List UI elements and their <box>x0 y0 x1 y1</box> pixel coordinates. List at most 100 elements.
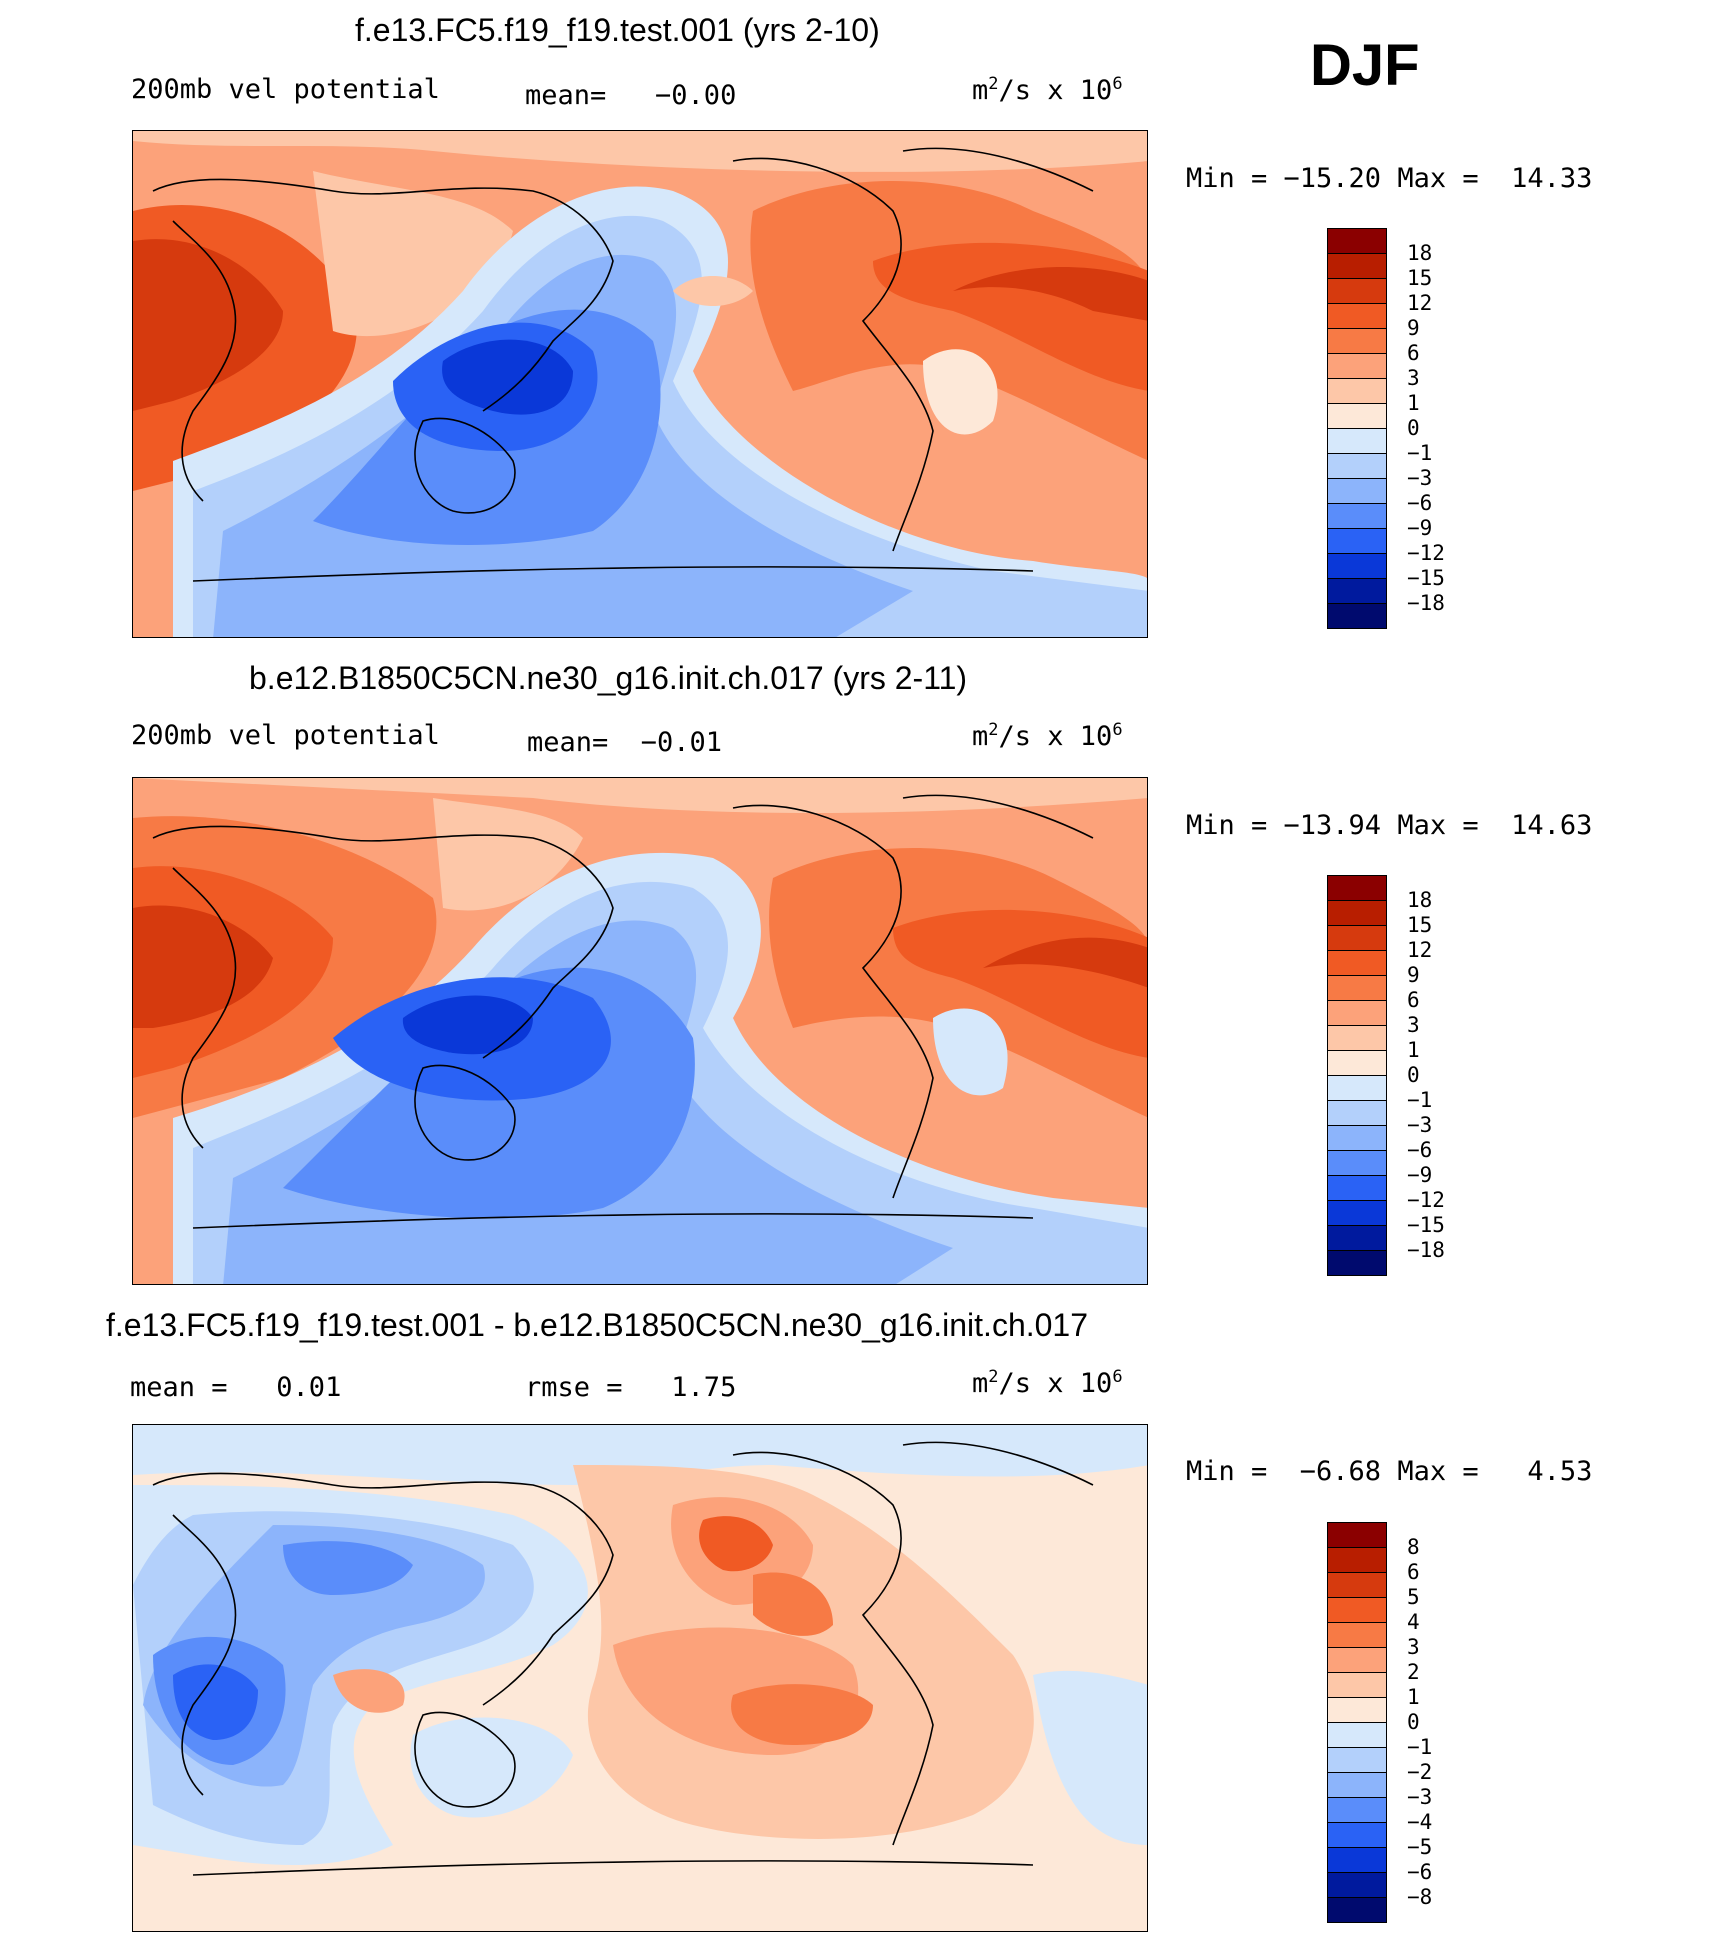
colorbar-swatch <box>1327 478 1387 503</box>
colorbar-swatch <box>1327 403 1387 428</box>
colorbar-tick-label: −15 <box>1407 566 1445 590</box>
colorbar-swatch <box>1327 528 1387 553</box>
panel-1-units: m2/s x 106 <box>972 74 1123 106</box>
colorbar-swatch <box>1327 1547 1387 1572</box>
colorbar-tick-label: 1 <box>1407 1038 1420 1062</box>
colorbar-swatch <box>1327 1522 1387 1547</box>
colorbar-tick-label: −18 <box>1407 1238 1445 1262</box>
colorbar-swatch <box>1327 1772 1387 1797</box>
colorbar-swatch <box>1327 1897 1387 1922</box>
colorbar-tick-label: 15 <box>1407 266 1433 290</box>
panel-2-map <box>132 777 1148 1285</box>
colorbar-swatch <box>1327 1075 1387 1100</box>
colorbar-tick-label: 3 <box>1407 1635 1420 1659</box>
colorbar-swatch <box>1327 428 1387 453</box>
colorbar-swatch <box>1327 1050 1387 1075</box>
colorbar-tick-label: 2 <box>1407 1660 1420 1684</box>
colorbar-tick-label: 1 <box>1407 391 1420 415</box>
colorbar-tick-label: 12 <box>1407 291 1433 315</box>
panel-3-minmax: Min = −6.68 Max = 4.53 <box>1186 1456 1593 1487</box>
colorbar-tick-label: −18 <box>1407 591 1445 615</box>
colorbar-swatch <box>1327 950 1387 975</box>
colorbar-tick-label: −2 <box>1407 1760 1433 1784</box>
colorbar-swatch <box>1327 900 1387 925</box>
colorbar-swatch <box>1327 553 1387 578</box>
colorbar-tick-label: 0 <box>1407 1063 1420 1087</box>
colorbar-tick-label: 6 <box>1407 341 1420 365</box>
colorbar-tick-label: 9 <box>1407 316 1420 340</box>
colorbar-swatch <box>1327 228 1387 253</box>
colorbar-swatch <box>1327 925 1387 950</box>
colorbar-tick-label: −12 <box>1407 541 1445 565</box>
panel-2-minmax: Min = −13.94 Max = 14.63 <box>1186 810 1593 841</box>
colorbar-tick-label: −5 <box>1407 1835 1433 1859</box>
colorbar-tick-label: −12 <box>1407 1188 1445 1212</box>
colorbar-tick-label: 9 <box>1407 963 1420 987</box>
colorbar-tick-label: −15 <box>1407 1213 1445 1237</box>
colorbar-swatch <box>1327 1125 1387 1150</box>
colorbar-tick-label: 3 <box>1407 1013 1420 1037</box>
colorbar-tick-label: −3 <box>1407 466 1433 490</box>
panel-3-mean: mean = 0.01 <box>130 1372 342 1403</box>
colorbar-tick-label: −1 <box>1407 1735 1433 1759</box>
colorbar-tick-label: 0 <box>1407 416 1420 440</box>
colorbar-tick-label: −3 <box>1407 1785 1433 1809</box>
colorbar-swatch <box>1327 1100 1387 1125</box>
colorbar-tick-label: −3 <box>1407 1113 1433 1137</box>
panel-2-title: b.e12.B1850C5CN.ne30_g16.init.ch.017 (yr… <box>249 660 968 696</box>
panel-3-map <box>132 1424 1148 1932</box>
colorbar-swatch <box>1327 1225 1387 1250</box>
colorbar-swatch <box>1327 1847 1387 1872</box>
colorbar-swatch <box>1327 1697 1387 1722</box>
colorbar-swatch <box>1327 1175 1387 1200</box>
colorbar-swatch <box>1327 578 1387 603</box>
colorbar-swatch <box>1327 603 1387 628</box>
colorbar-tick-label: 18 <box>1407 241 1433 265</box>
colorbar-swatch <box>1327 378 1387 403</box>
colorbar-swatch <box>1327 1150 1387 1175</box>
panel-3-units: m2/s x 106 <box>972 1367 1123 1399</box>
colorbar-swatch <box>1327 1250 1387 1275</box>
panel-3-rmse: rmse = 1.75 <box>525 1372 737 1403</box>
colorbar-tick-label: 6 <box>1407 1560 1420 1584</box>
colorbar-tick-label: −9 <box>1407 1163 1433 1187</box>
panel-2-units: m2/s x 106 <box>972 720 1123 752</box>
colorbar-swatch <box>1327 253 1387 278</box>
panel-2-field-label: 200mb vel potential <box>131 720 440 751</box>
colorbar-swatch <box>1327 1722 1387 1747</box>
colorbar-swatch <box>1327 503 1387 528</box>
colorbar-tick-label: −1 <box>1407 441 1433 465</box>
colorbar-swatch <box>1327 353 1387 378</box>
colorbar-tick-label: 15 <box>1407 913 1433 937</box>
colorbar-swatch <box>1327 1822 1387 1847</box>
colorbar-swatch <box>1327 1597 1387 1622</box>
panel-1-title: f.e13.FC5.f19_f19.test.001 (yrs 2-10) <box>355 12 880 48</box>
panel-1-map <box>132 130 1148 638</box>
colorbar-swatch <box>1327 453 1387 478</box>
colorbar-swatch <box>1327 328 1387 353</box>
colorbar-tick-label: 1 <box>1407 1685 1420 1709</box>
colorbar-tick-label: 3 <box>1407 366 1420 390</box>
colorbar-swatch <box>1327 303 1387 328</box>
colorbar-tick-label: 12 <box>1407 938 1433 962</box>
colorbar-tick-label: 5 <box>1407 1585 1420 1609</box>
panel-1-field-label: 200mb vel potential <box>131 74 440 105</box>
colorbar-tick-label: 8 <box>1407 1535 1420 1559</box>
colorbar-tick-label: −6 <box>1407 1860 1433 1884</box>
colorbar-swatch <box>1327 1872 1387 1897</box>
colorbar-tick-label: −6 <box>1407 491 1433 515</box>
colorbar-tick-label: 18 <box>1407 888 1433 912</box>
colorbar-swatch <box>1327 1647 1387 1672</box>
colorbar-tick-label: 0 <box>1407 1710 1420 1734</box>
panel-2-mean: mean= −0.01 <box>527 727 723 758</box>
colorbar-swatch <box>1327 1000 1387 1025</box>
colorbar-swatch <box>1327 1797 1387 1822</box>
colorbar-swatch <box>1327 1672 1387 1697</box>
season-label: DJF <box>1310 33 1420 98</box>
colorbar-tick-label: −8 <box>1407 1885 1433 1909</box>
colorbar-swatch <box>1327 1200 1387 1225</box>
panel-3-title: f.e13.FC5.f19_f19.test.001 - b.e12.B1850… <box>106 1307 1089 1343</box>
colorbar-tick-label: −1 <box>1407 1088 1433 1112</box>
colorbar-swatch <box>1327 1025 1387 1050</box>
colorbar-tick-label: 4 <box>1407 1610 1420 1634</box>
